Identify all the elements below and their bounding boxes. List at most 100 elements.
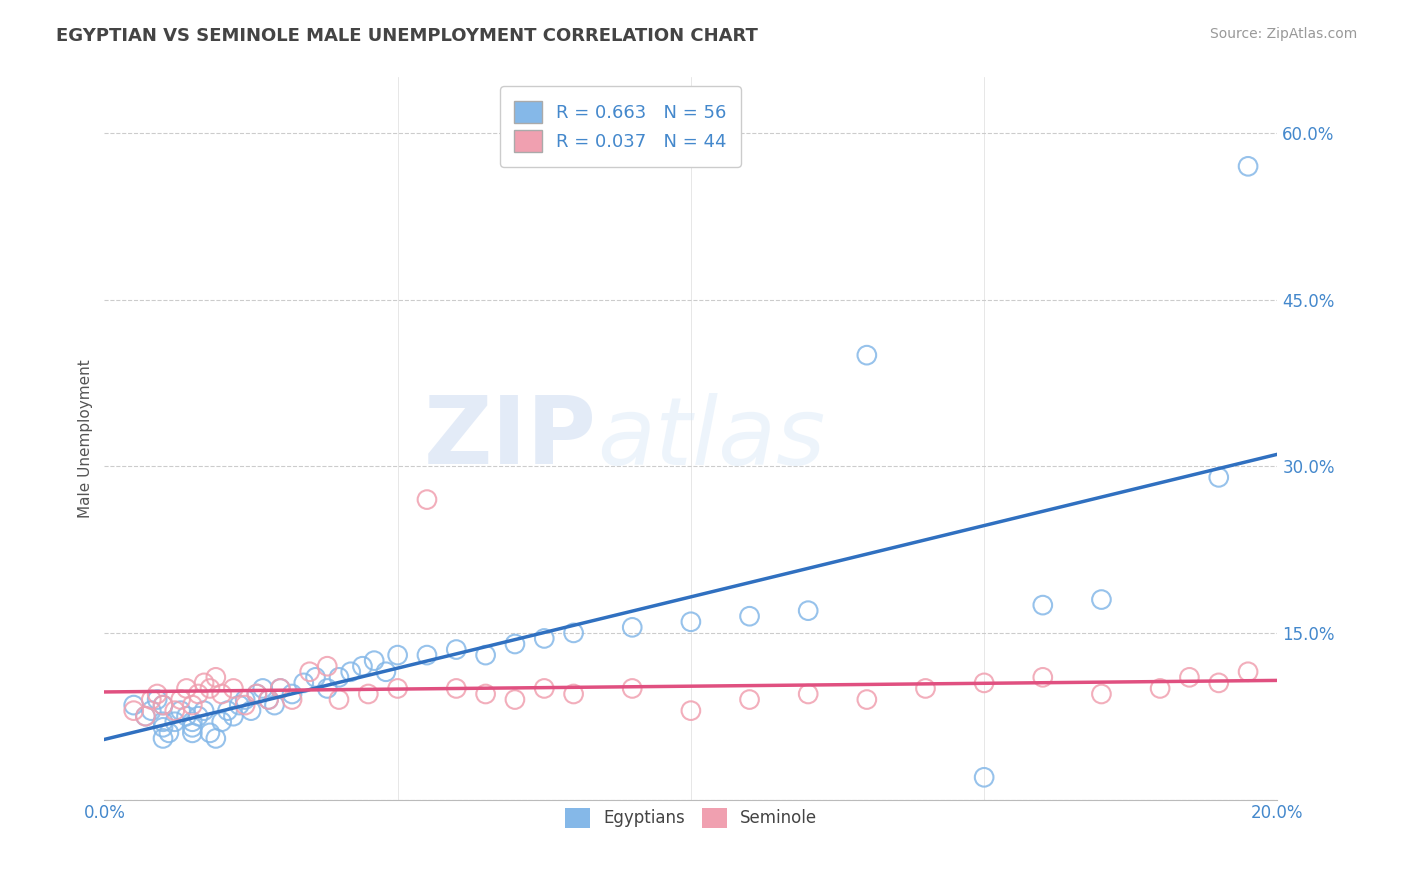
Point bbox=[257, 692, 280, 706]
Point bbox=[1149, 681, 1171, 696]
Point bbox=[146, 692, 169, 706]
Point bbox=[973, 770, 995, 784]
Text: Source: ZipAtlas.com: Source: ZipAtlas.com bbox=[1209, 27, 1357, 41]
Point bbox=[187, 687, 209, 701]
Point bbox=[152, 698, 174, 712]
Point bbox=[1032, 670, 1054, 684]
Point bbox=[193, 704, 215, 718]
Point bbox=[193, 676, 215, 690]
Point bbox=[387, 681, 409, 696]
Point bbox=[856, 348, 879, 362]
Point bbox=[973, 676, 995, 690]
Point bbox=[328, 692, 350, 706]
Point bbox=[281, 692, 304, 706]
Point bbox=[562, 626, 585, 640]
Point bbox=[263, 698, 285, 712]
Point bbox=[416, 648, 439, 662]
Point bbox=[240, 704, 263, 718]
Point bbox=[474, 648, 496, 662]
Point bbox=[246, 687, 269, 701]
Point bbox=[374, 665, 396, 679]
Point bbox=[1032, 598, 1054, 612]
Point bbox=[152, 698, 174, 712]
Point bbox=[181, 726, 204, 740]
Point bbox=[738, 609, 761, 624]
Point bbox=[222, 709, 245, 723]
Point bbox=[233, 692, 256, 706]
Point bbox=[1208, 676, 1230, 690]
Point bbox=[204, 670, 226, 684]
Point bbox=[328, 670, 350, 684]
Point bbox=[181, 714, 204, 729]
Point bbox=[503, 637, 526, 651]
Point bbox=[134, 709, 156, 723]
Point bbox=[357, 687, 380, 701]
Point bbox=[176, 681, 198, 696]
Point bbox=[533, 632, 555, 646]
Point bbox=[187, 709, 209, 723]
Point bbox=[446, 642, 468, 657]
Point bbox=[163, 714, 186, 729]
Point bbox=[339, 665, 361, 679]
Point bbox=[246, 687, 269, 701]
Point bbox=[169, 704, 191, 718]
Point bbox=[562, 687, 585, 701]
Point bbox=[797, 604, 820, 618]
Y-axis label: Male Unemployment: Male Unemployment bbox=[79, 359, 93, 518]
Point bbox=[316, 659, 339, 673]
Text: EGYPTIAN VS SEMINOLE MALE UNEMPLOYMENT CORRELATION CHART: EGYPTIAN VS SEMINOLE MALE UNEMPLOYMENT C… bbox=[56, 27, 758, 45]
Point bbox=[738, 692, 761, 706]
Point bbox=[163, 704, 186, 718]
Point bbox=[169, 692, 191, 706]
Point bbox=[233, 698, 256, 712]
Point bbox=[416, 492, 439, 507]
Point bbox=[152, 731, 174, 746]
Point bbox=[228, 698, 250, 712]
Point bbox=[621, 620, 644, 634]
Point bbox=[217, 704, 239, 718]
Point bbox=[1178, 670, 1201, 684]
Point bbox=[446, 681, 468, 696]
Point bbox=[146, 687, 169, 701]
Point bbox=[474, 687, 496, 701]
Point bbox=[679, 704, 702, 718]
Point bbox=[304, 670, 326, 684]
Point bbox=[352, 659, 374, 673]
Point bbox=[152, 714, 174, 729]
Point bbox=[1208, 470, 1230, 484]
Point bbox=[176, 709, 198, 723]
Point bbox=[533, 681, 555, 696]
Point bbox=[797, 687, 820, 701]
Point bbox=[152, 720, 174, 734]
Text: ZIP: ZIP bbox=[425, 392, 598, 484]
Point bbox=[122, 704, 145, 718]
Point bbox=[269, 681, 291, 696]
Point bbox=[252, 681, 274, 696]
Point bbox=[222, 681, 245, 696]
Point bbox=[157, 726, 180, 740]
Point bbox=[1237, 159, 1260, 173]
Point bbox=[204, 731, 226, 746]
Point bbox=[363, 654, 385, 668]
Point bbox=[257, 692, 280, 706]
Point bbox=[181, 698, 204, 712]
Point bbox=[134, 709, 156, 723]
Text: atlas: atlas bbox=[598, 393, 825, 484]
Point bbox=[387, 648, 409, 662]
Point bbox=[141, 692, 163, 706]
Point bbox=[198, 681, 221, 696]
Point bbox=[621, 681, 644, 696]
Legend: Egyptians, Seminole: Egyptians, Seminole bbox=[558, 801, 824, 835]
Point bbox=[198, 726, 221, 740]
Point bbox=[141, 704, 163, 718]
Point bbox=[292, 676, 315, 690]
Point bbox=[211, 714, 233, 729]
Point bbox=[281, 687, 304, 701]
Point bbox=[856, 692, 879, 706]
Point bbox=[122, 698, 145, 712]
Point bbox=[298, 665, 321, 679]
Point bbox=[914, 681, 936, 696]
Point bbox=[316, 681, 339, 696]
Point bbox=[269, 681, 291, 696]
Point bbox=[1237, 665, 1260, 679]
